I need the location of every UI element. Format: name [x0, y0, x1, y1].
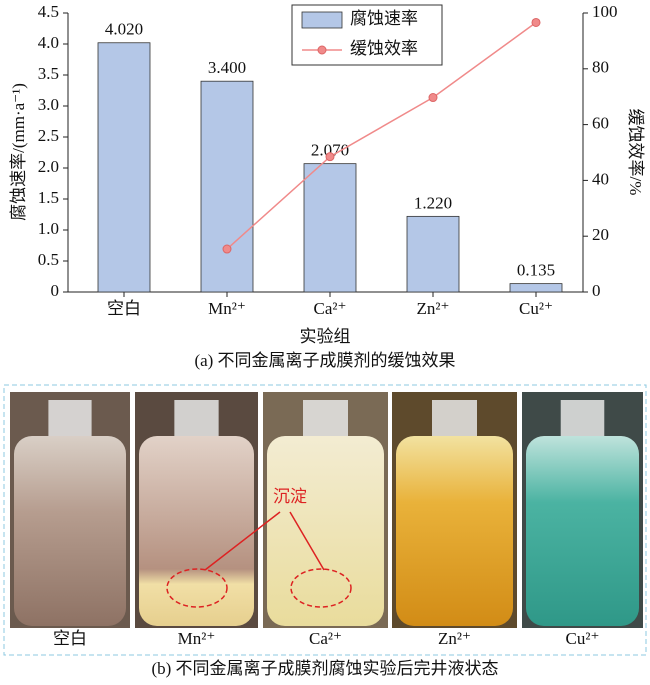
y2-tick-label: 60 [592, 114, 609, 133]
bottle-body [267, 436, 384, 626]
caption-a: (a) 不同金属离子成膜剂的缓蚀效果 [194, 351, 455, 370]
bottle-neck [174, 400, 219, 440]
value-label: 4.020 [105, 20, 143, 39]
y2-tick-label: 100 [592, 2, 618, 21]
annotation: 沉淀 [273, 487, 307, 506]
x-tick-label: 空白 [107, 299, 141, 318]
y2-tick-label: 20 [592, 225, 609, 244]
y-axis-label: 腐蚀速率/(mm·a⁻¹) [9, 83, 28, 221]
photo-label: Mn²⁺ [178, 629, 216, 648]
legend-label: 缓蚀效率 [350, 39, 418, 58]
y-tick-label: 3.0 [38, 95, 59, 114]
line-marker [428, 93, 438, 103]
bottle-neck [303, 400, 348, 440]
pointer [289, 511, 325, 571]
y-tick-label: 4.0 [38, 33, 59, 52]
bar [406, 215, 460, 293]
x-tick-label: Mn²⁺ [208, 299, 246, 318]
photo-label: Zn²⁺ [438, 629, 471, 648]
y-tick-label: 0.5 [38, 250, 59, 269]
line-marker [325, 152, 335, 162]
value-label: 3.400 [208, 58, 246, 77]
value-label: 0.135 [517, 261, 555, 280]
bottle-neck [48, 400, 92, 440]
x-tick-label: Zn²⁺ [417, 299, 450, 318]
legend-marker [317, 45, 327, 55]
bar [509, 283, 563, 293]
line [226, 21, 537, 250]
photo-label: Cu²⁺ [566, 629, 600, 648]
caption-b: (b) 不同金属离子成膜剂腐蚀实验后完井液状态 [151, 659, 498, 678]
y2-tick-label: 0 [592, 281, 601, 300]
y-tick-label: 1.0 [38, 219, 59, 238]
y-tick-label: 2.5 [38, 126, 59, 145]
value-label: 1.220 [414, 193, 452, 212]
x-tick-label: Ca²⁺ [314, 299, 347, 318]
photo-frame [3, 384, 647, 656]
y-tick-label: 4.5 [38, 2, 59, 21]
bottle-body [139, 436, 254, 626]
value-label: 2.070 [311, 141, 349, 160]
photo-label: 空白 [53, 629, 87, 648]
x-axis-label: 实验组 [300, 327, 351, 346]
bottle-body [396, 436, 513, 626]
y-tick-label: 2.0 [38, 157, 59, 176]
y2-tick-label: 40 [592, 169, 609, 188]
bottle-neck [432, 400, 477, 440]
legend-label: 腐蚀速率 [350, 9, 418, 28]
legend-swatch [301, 11, 343, 29]
precipitate-circle [290, 568, 352, 608]
x-tick-label: Cu²⁺ [519, 299, 553, 318]
bottle-body [526, 436, 639, 626]
y-tick-label: 0 [51, 281, 60, 300]
line-marker [531, 17, 541, 27]
photos: 空白 Mn²⁺ Ca²⁺ Zn²⁺ Cu²⁺ 沉淀 [10, 392, 643, 648]
bottle-body [14, 436, 126, 626]
photo-label: Ca²⁺ [309, 629, 342, 648]
precipitate-circle [166, 568, 228, 608]
bar [97, 42, 151, 293]
pointer [204, 511, 281, 571]
bar [303, 163, 357, 293]
bar [200, 80, 254, 293]
y-tick-label: 1.5 [38, 188, 59, 207]
bottle-neck [560, 400, 605, 440]
y2-axis-label: 缓蚀效率/% [626, 109, 645, 196]
y2-tick-label: 80 [592, 58, 609, 77]
y-tick-label: 3.5 [38, 64, 59, 83]
line-marker [222, 244, 232, 254]
